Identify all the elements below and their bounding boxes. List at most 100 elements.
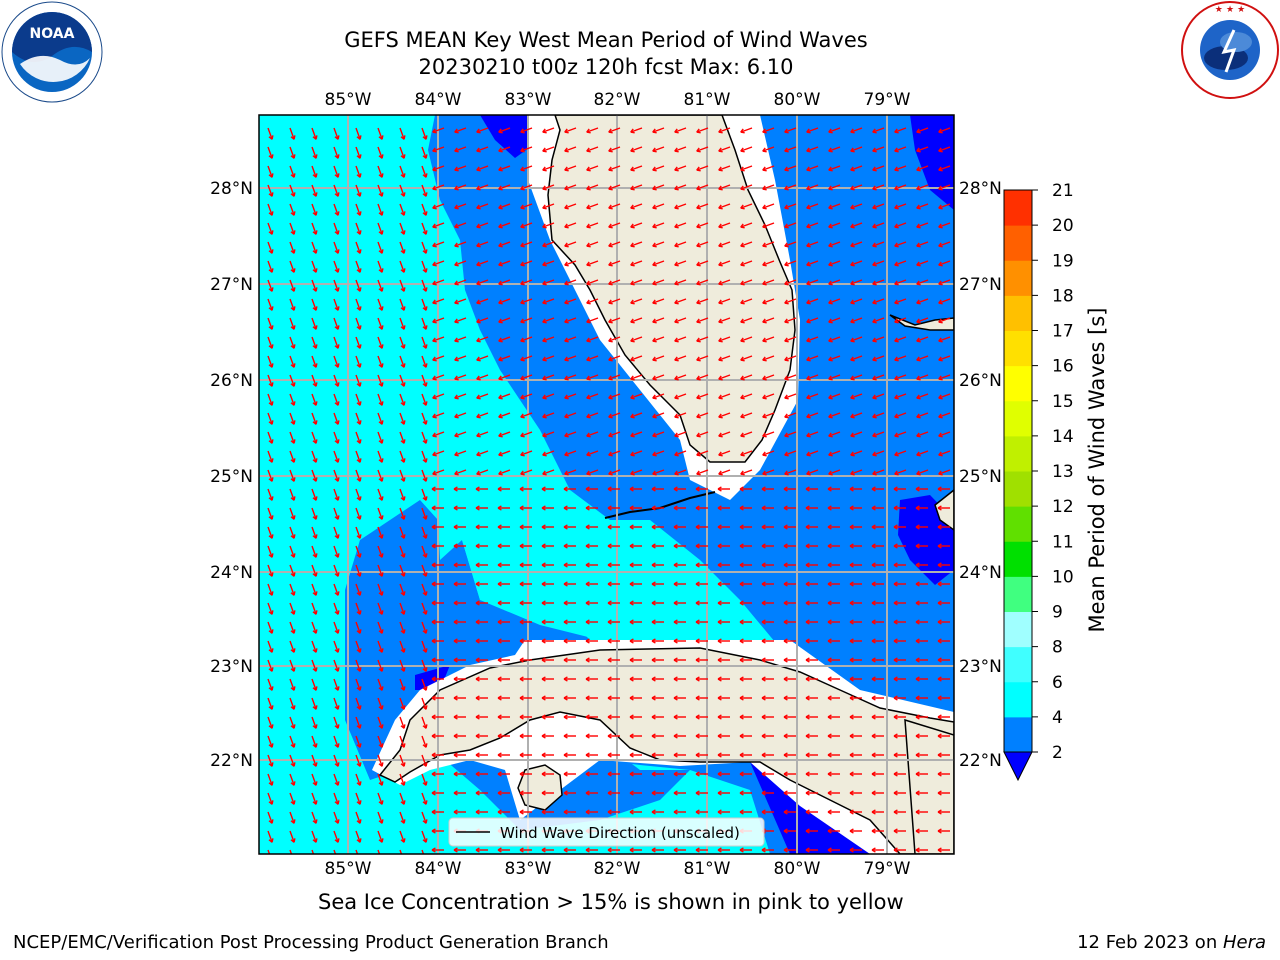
wind-wave-arrowhead [805,847,810,853]
wind-wave-arrow [784,355,797,361]
wind-wave-arrowhead [629,714,634,720]
wind-wave-arrow [355,222,361,235]
wind-wave-arrow [421,469,427,482]
wind-wave-arrowhead [850,356,855,362]
title-line2: 20230210 t00z 120h fcst Max: 6.10 [418,55,794,79]
wind-wave-arrowhead [454,375,459,381]
wind-wave-arrowhead [542,147,547,153]
wind-wave-arrow [938,298,951,304]
wind-wave-arrow [355,127,361,140]
wind-wave-arrowhead [629,562,634,568]
wind-wave-arrowhead [871,619,876,625]
wind-wave-arrowhead [356,192,362,197]
wind-wave-arrowhead [915,600,920,606]
wind-wave-arrowhead [334,819,340,824]
wind-wave-arrowhead [520,128,525,134]
wind-wave-arrow [333,146,339,159]
wind-wave-arrowhead [268,819,274,824]
wind-wave-arrowhead [607,695,612,701]
wind-wave-arrow [894,355,907,361]
wind-wave-arrowhead [629,524,634,530]
wind-wave-arrowhead [432,166,437,172]
wind-wave-arrowhead [784,185,789,191]
wind-wave-arrow [828,260,841,266]
wind-wave-arrowhead [476,432,481,438]
wind-wave-arrowhead [651,771,656,777]
wind-wave-arrowhead [312,705,318,710]
wind-wave-arrow [289,564,295,577]
wind-wave-arrowhead [696,242,701,248]
wind-wave-arrow [850,260,863,266]
wind-wave-arrowhead [290,382,296,387]
wind-wave-arrowhead [422,724,428,729]
wind-wave-arrowhead [268,420,274,425]
wind-wave-arrow [630,298,643,304]
wind-wave-arrowhead [422,458,428,463]
wind-wave-arrowhead [563,581,568,587]
colorbar-segment [1004,400,1032,437]
noaa-logo-text: NOAA [30,26,75,42]
wind-wave-arrowhead [652,242,657,248]
wind-wave-arrowhead [894,394,899,400]
wind-wave-arrowhead [871,581,876,587]
wind-wave-arrowhead [652,375,657,381]
wind-wave-arrow [740,374,753,380]
wind-wave-arrowhead [564,375,569,381]
wind-wave-arrowhead [651,657,656,663]
wind-wave-arrowhead [431,505,436,511]
wind-wave-arrowhead [871,771,876,777]
wind-wave-arrowhead [312,553,318,558]
wind-wave-arrowhead [674,147,679,153]
wind-wave-arrowhead [356,629,362,634]
wind-wave-arrowhead [871,638,876,644]
wind-wave-arrowhead [586,451,591,457]
wind-wave-arrowhead [432,394,437,400]
wind-wave-arrowhead [585,752,590,758]
wind-wave-arrowhead [422,534,428,539]
wind-wave-arrowhead [916,166,921,172]
wind-wave-arrow [421,545,427,558]
wind-wave-arrow [311,545,317,558]
wind-wave-arrow [498,146,511,152]
wind-wave-arrowhead [541,695,546,701]
wind-wave-arrowhead [696,337,701,343]
wind-wave-arrowhead [542,432,547,438]
wind-wave-arrow [762,393,775,399]
wind-wave-arrow [938,450,951,456]
wind-wave-arrowhead [422,249,428,254]
wind-wave-arrowhead [916,356,921,362]
wind-wave-arrowhead [585,581,590,587]
wind-wave-arrowhead [695,600,700,606]
wind-wave-arrow [454,241,467,247]
wind-wave-arrowhead [937,619,942,625]
wind-wave-arrow [377,507,383,520]
wind-wave-arrowhead [607,809,612,815]
wind-wave-arrowhead [695,695,700,701]
wind-wave-arrowhead [268,762,274,767]
wind-wave-arrowhead [652,413,657,419]
wind-wave-arrowhead [630,261,635,267]
wind-wave-arrowhead [696,413,701,419]
footer-host: Hera [1222,932,1266,953]
wind-wave-arrowhead [498,185,503,191]
wind-wave-arrowhead [497,543,502,549]
wind-wave-arrow [520,431,533,437]
wind-wave-arrowhead [893,809,898,815]
wind-wave-arrowhead [607,543,612,549]
colorbar-tick-label: 12 [1052,497,1074,517]
wind-wave-arrowhead [519,733,524,739]
wind-wave-arrow [564,165,577,171]
wind-wave-arrowhead [872,128,877,134]
wind-wave-arrowhead [783,733,788,739]
wind-wave-arrowhead [378,325,384,330]
wind-wave-arrowhead [938,242,943,248]
wind-wave-arrow [289,241,295,254]
wind-wave-arrow [850,222,863,228]
wind-wave-arrow [454,469,467,475]
wind-wave-arrowhead [585,486,590,492]
wind-wave-arrowhead [849,733,854,739]
wind-wave-arrowhead [916,185,921,191]
wind-wave-arrowhead [827,619,832,625]
wind-wave-arrow [696,279,709,285]
wind-wave-arrowhead [916,470,921,476]
